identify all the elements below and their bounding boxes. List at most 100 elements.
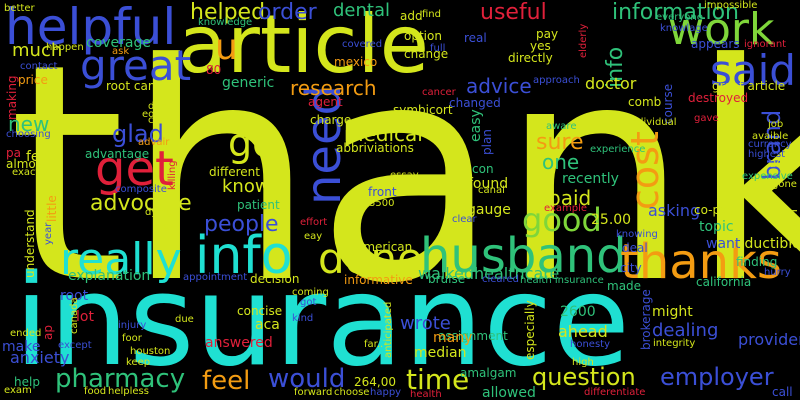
word: california: [696, 275, 752, 289]
word: good: [522, 201, 602, 239]
word: health: [410, 389, 442, 400]
word: question: [532, 363, 636, 391]
word: experience: [590, 144, 646, 155]
word: full: [430, 43, 446, 54]
word: decision: [250, 272, 300, 286]
word: american: [356, 240, 413, 254]
word: contact: [20, 61, 58, 72]
word: root canal: [106, 79, 167, 93]
word: killing: [167, 160, 178, 190]
word: kind: [292, 313, 314, 324]
word: u: [215, 27, 238, 68]
word: amalgam: [460, 366, 517, 380]
word: thanks: [620, 234, 782, 290]
word: median: [414, 345, 467, 361]
word: composite: [115, 184, 167, 195]
word: go: [228, 121, 276, 165]
word: change: [404, 47, 449, 61]
word: covered: [342, 39, 383, 50]
word: insurance: [14, 247, 631, 394]
word: people: [204, 212, 279, 237]
word: changed: [449, 96, 501, 110]
word: elderly: [578, 23, 589, 58]
word: root: [60, 288, 89, 304]
word: recently: [562, 171, 619, 187]
word: eay: [304, 231, 323, 242]
word: ap: [41, 325, 55, 340]
word: expensive: [742, 171, 793, 182]
word: austin: [786, 209, 800, 246]
word: happen: [46, 42, 84, 53]
word: gone: [772, 179, 797, 190]
word: cost: [623, 131, 667, 210]
word: highest: [748, 149, 786, 160]
word: appointment: [183, 272, 248, 283]
word: finding: [736, 255, 778, 269]
word: dime: [148, 101, 174, 112]
word: aware: [546, 121, 577, 132]
word: new: [8, 112, 50, 136]
word: deal: [622, 241, 648, 255]
word: might: [652, 304, 693, 320]
word: advantage: [85, 147, 150, 161]
word: effort: [300, 217, 328, 228]
word: different: [209, 165, 260, 179]
word: pharmacy: [55, 364, 186, 394]
word: bruise: [428, 272, 466, 286]
word: 80: [206, 63, 222, 77]
word: assignment: [438, 329, 508, 343]
word: medical: [344, 122, 423, 146]
word: choosing: [6, 129, 51, 140]
word: lot: [76, 309, 94, 325]
word: concise: [237, 304, 283, 318]
word: wrote: [400, 313, 451, 334]
word: great: [80, 41, 192, 90]
word: except: [58, 340, 92, 351]
word: work: [668, 4, 775, 55]
word: feel: [202, 366, 251, 396]
word: get: [95, 141, 174, 197]
word: con: [472, 162, 494, 176]
word: done: [318, 234, 423, 283]
word: provider: [738, 330, 800, 349]
word: informative: [344, 273, 413, 287]
word: ahead: [558, 322, 608, 341]
word: useful: [480, 0, 547, 25]
word: better: [4, 3, 35, 14]
word: helpless: [108, 386, 149, 397]
word: co-pay: [694, 203, 735, 217]
word: honesty: [570, 339, 610, 350]
word: differentiate: [584, 387, 646, 398]
word: clear: [452, 214, 477, 225]
word: time: [406, 363, 470, 396]
word: eob: [142, 109, 161, 120]
word: approach: [533, 75, 580, 86]
word: said: [710, 46, 796, 95]
word: 264,00: [354, 375, 396, 389]
word: healthcare: [474, 264, 560, 283]
word: choose: [334, 387, 370, 398]
word: yes: [530, 39, 551, 53]
word: dying: [145, 207, 173, 218]
word: hurry: [764, 267, 791, 278]
word: canal: [478, 185, 505, 196]
word: directly: [508, 51, 553, 65]
word: houston: [130, 346, 171, 357]
word: city: [620, 261, 642, 275]
word: fee: [26, 149, 49, 165]
word: agent: [308, 95, 343, 109]
word: gave: [694, 113, 719, 124]
word: brokerage: [639, 289, 653, 350]
word: symbicort: [393, 103, 453, 117]
word: integrity: [653, 338, 696, 349]
word: walked: [418, 264, 475, 283]
word: advocate: [90, 191, 192, 216]
word: comb: [628, 95, 662, 109]
word: ignorant: [744, 39, 787, 50]
word: knowlage: [660, 23, 708, 34]
word: employer: [660, 363, 774, 391]
word: topic: [699, 219, 734, 235]
word: helped: [190, 0, 266, 25]
word: appears: [691, 37, 740, 51]
